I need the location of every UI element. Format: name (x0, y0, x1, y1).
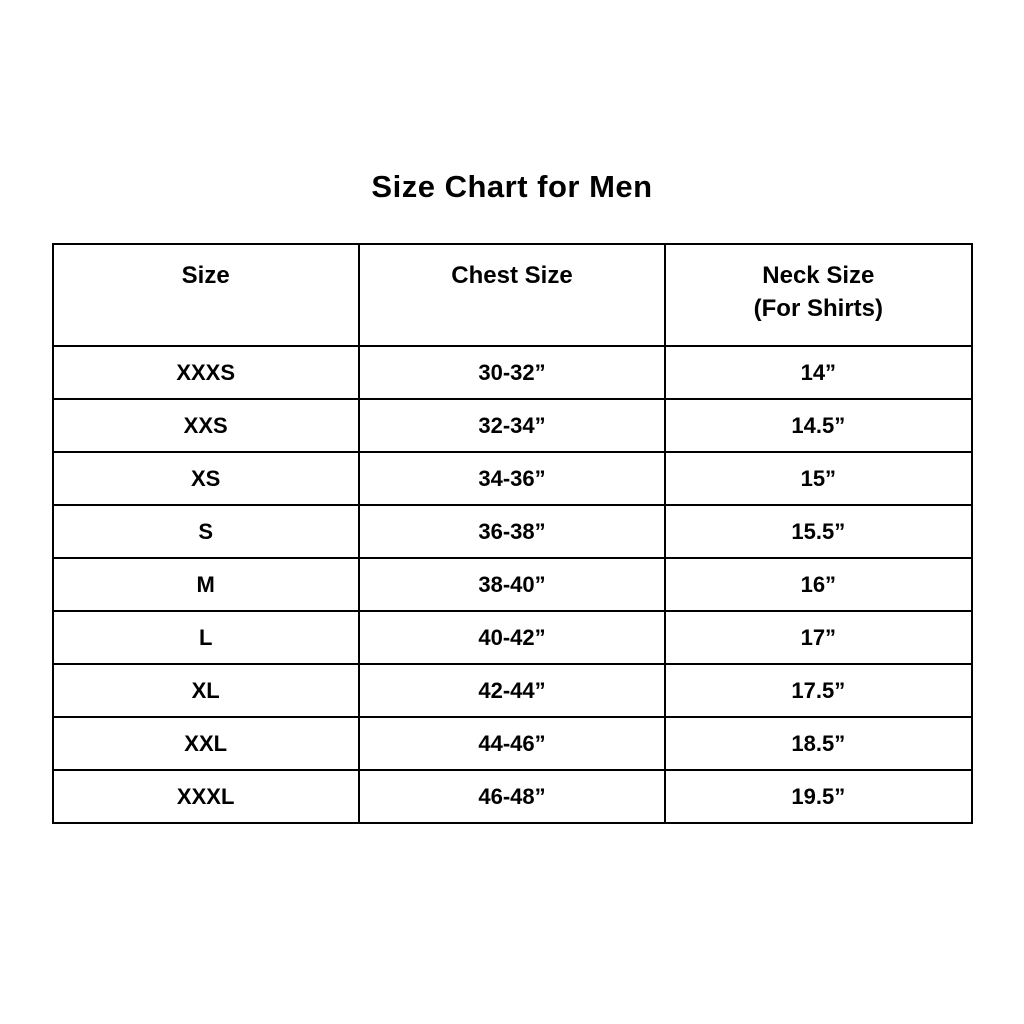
cell-chest-size: 32-34” (357, 398, 667, 453)
table-row: XS 34-36” 15” (51, 451, 973, 506)
table-row: XXL 44-46” 18.5” (51, 716, 973, 771)
table-row: XXS 32-34” 14.5” (51, 398, 973, 453)
table-header-row: Size Chest Size Neck Size (For Shirts) (51, 243, 973, 347)
header-cell-chest-size: Chest Size (357, 243, 667, 347)
page-title: Size Chart for Men (371, 169, 653, 204)
cell-chest-size: 42-44” (357, 663, 667, 718)
cell-neck-size: 17.5” (664, 663, 973, 718)
cell-chest-size: 44-46” (357, 716, 667, 771)
table-row: XL 42-44” 17.5” (51, 663, 973, 718)
header-label-size: Size (181, 262, 230, 289)
cell-size: XL (51, 663, 360, 718)
header-subtitle-neck-size: (For Shirts) (753, 295, 883, 322)
cell-chest-size: 46-48” (357, 769, 667, 824)
cell-neck-size: 15” (664, 451, 973, 506)
size-table: Size Chest Size Neck Size (For Shirts) X… (51, 243, 973, 824)
cell-chest-size: 36-38” (357, 504, 667, 559)
cell-size: XS (51, 451, 360, 506)
cell-size: L (51, 610, 360, 665)
table-row: L 40-42” 17” (51, 610, 973, 665)
cell-size: M (51, 557, 360, 612)
table-row: XXXL 46-48” 19.5” (51, 769, 973, 824)
header-cell-neck-size: Neck Size (For Shirts) (664, 243, 973, 347)
cell-chest-size: 40-42” (357, 610, 667, 665)
cell-neck-size: 15.5” (664, 504, 973, 559)
cell-neck-size: 14.5” (664, 398, 973, 453)
header-cell-size: Size (51, 243, 360, 347)
table-row: M 38-40” 16” (51, 557, 973, 612)
cell-size: XXS (51, 398, 360, 453)
cell-chest-size: 34-36” (357, 451, 667, 506)
cell-neck-size: 18.5” (664, 716, 973, 771)
table-row: XXXS 30-32” 14” (51, 345, 973, 400)
cell-neck-size: 14” (664, 345, 973, 400)
header-label-neck-size: Neck Size (762, 262, 875, 289)
cell-size: XXXS (51, 345, 360, 400)
cell-neck-size: 16” (664, 557, 973, 612)
cell-neck-size: 17” (664, 610, 973, 665)
cell-size: XXL (51, 716, 360, 771)
header-label-chest-size: Chest Size (451, 262, 573, 289)
table-row: S 36-38” 15.5” (51, 504, 973, 559)
cell-size: S (51, 504, 360, 559)
cell-neck-size: 19.5” (664, 769, 973, 824)
cell-chest-size: 38-40” (357, 557, 667, 612)
cell-chest-size: 30-32” (357, 345, 667, 400)
cell-size: XXXL (51, 769, 360, 824)
